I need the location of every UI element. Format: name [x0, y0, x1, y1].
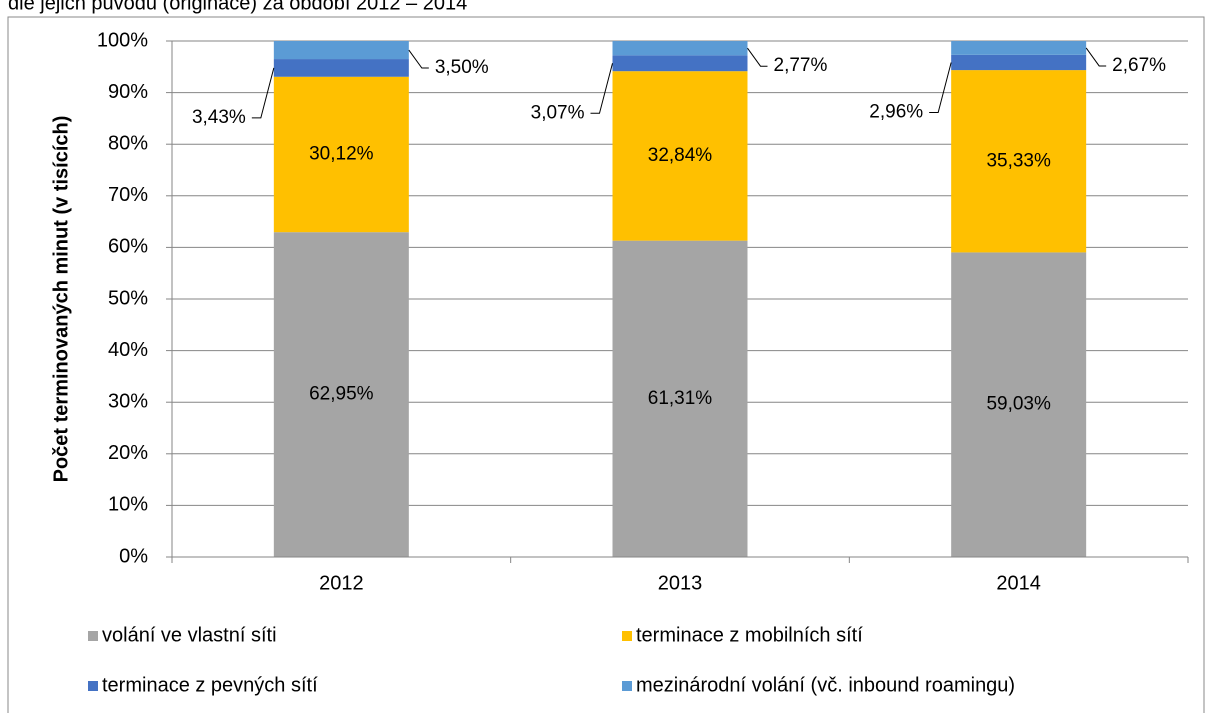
chart-title: dle jejich původu (originace) za období …: [8, 0, 467, 14]
y-tick-label: 70%: [108, 184, 148, 206]
y-tick-label: 20%: [108, 442, 148, 464]
x-tick-label: 2013: [658, 572, 703, 594]
bar-segment: [951, 252, 1087, 557]
data-label: 3,50%: [435, 57, 489, 78]
data-label: 61,31%: [648, 388, 713, 409]
legend-label: terminace z mobilních sítí: [636, 624, 863, 646]
data-label: 62,95%: [309, 384, 374, 405]
bar-segment: [273, 232, 409, 558]
data-label: 3,07%: [531, 102, 585, 123]
x-tick-label: 2014: [996, 572, 1041, 594]
y-tick-label: 40%: [108, 339, 148, 361]
y-axis-label: Počet terminovaných minut (v tisících): [50, 116, 72, 483]
y-tick-label: 60%: [108, 236, 148, 258]
y-tick-label: 80%: [108, 132, 148, 154]
y-tick-label: 0%: [119, 545, 148, 567]
bar-segment: [273, 76, 409, 233]
y-tick-label: 90%: [108, 81, 148, 103]
bar-segment: [612, 240, 748, 558]
data-label: 3,43%: [192, 107, 246, 128]
leader-line: [747, 47, 768, 67]
leader-line: [251, 67, 275, 119]
y-tick-label: 10%: [108, 494, 148, 516]
leader-line: [590, 63, 613, 114]
legend-swatch: [88, 681, 98, 691]
y-tick-label: 30%: [108, 390, 148, 412]
data-label: 35,33%: [986, 150, 1051, 171]
data-label: 32,84%: [648, 145, 713, 166]
bar-segment: [951, 70, 1087, 253]
chart-frame: [7, 16, 1205, 713]
legend-label: mezinárodní volání (vč. inbound roamingu…: [636, 674, 1015, 696]
leader-line: [408, 49, 429, 69]
legend-swatch: [622, 681, 632, 691]
data-label: 2,77%: [774, 55, 828, 76]
legend-label: terminace z pevných sítí: [102, 674, 318, 696]
data-label: 30,12%: [309, 143, 374, 164]
leader-line: [929, 62, 952, 113]
bar-segment: [273, 59, 409, 77]
legend-swatch: [88, 631, 98, 641]
bar-segment: [951, 54, 1087, 71]
bar-segment: [612, 71, 748, 241]
bar-segment: [951, 41, 1087, 55]
bar-segment: [273, 41, 409, 60]
data-label: 2,96%: [869, 101, 923, 122]
leader-line: [1085, 47, 1107, 67]
bar-segment: [612, 41, 748, 56]
legend-swatch: [622, 631, 632, 641]
bar-segment: [612, 55, 748, 72]
y-tick-label: 100%: [97, 29, 148, 51]
legend-label: volání ve vlastní síti: [102, 624, 277, 646]
y-tick-label: 50%: [108, 287, 148, 309]
data-label: 59,03%: [986, 394, 1051, 415]
data-label: 2,67%: [1112, 55, 1166, 76]
x-tick-label: 2012: [319, 572, 364, 594]
